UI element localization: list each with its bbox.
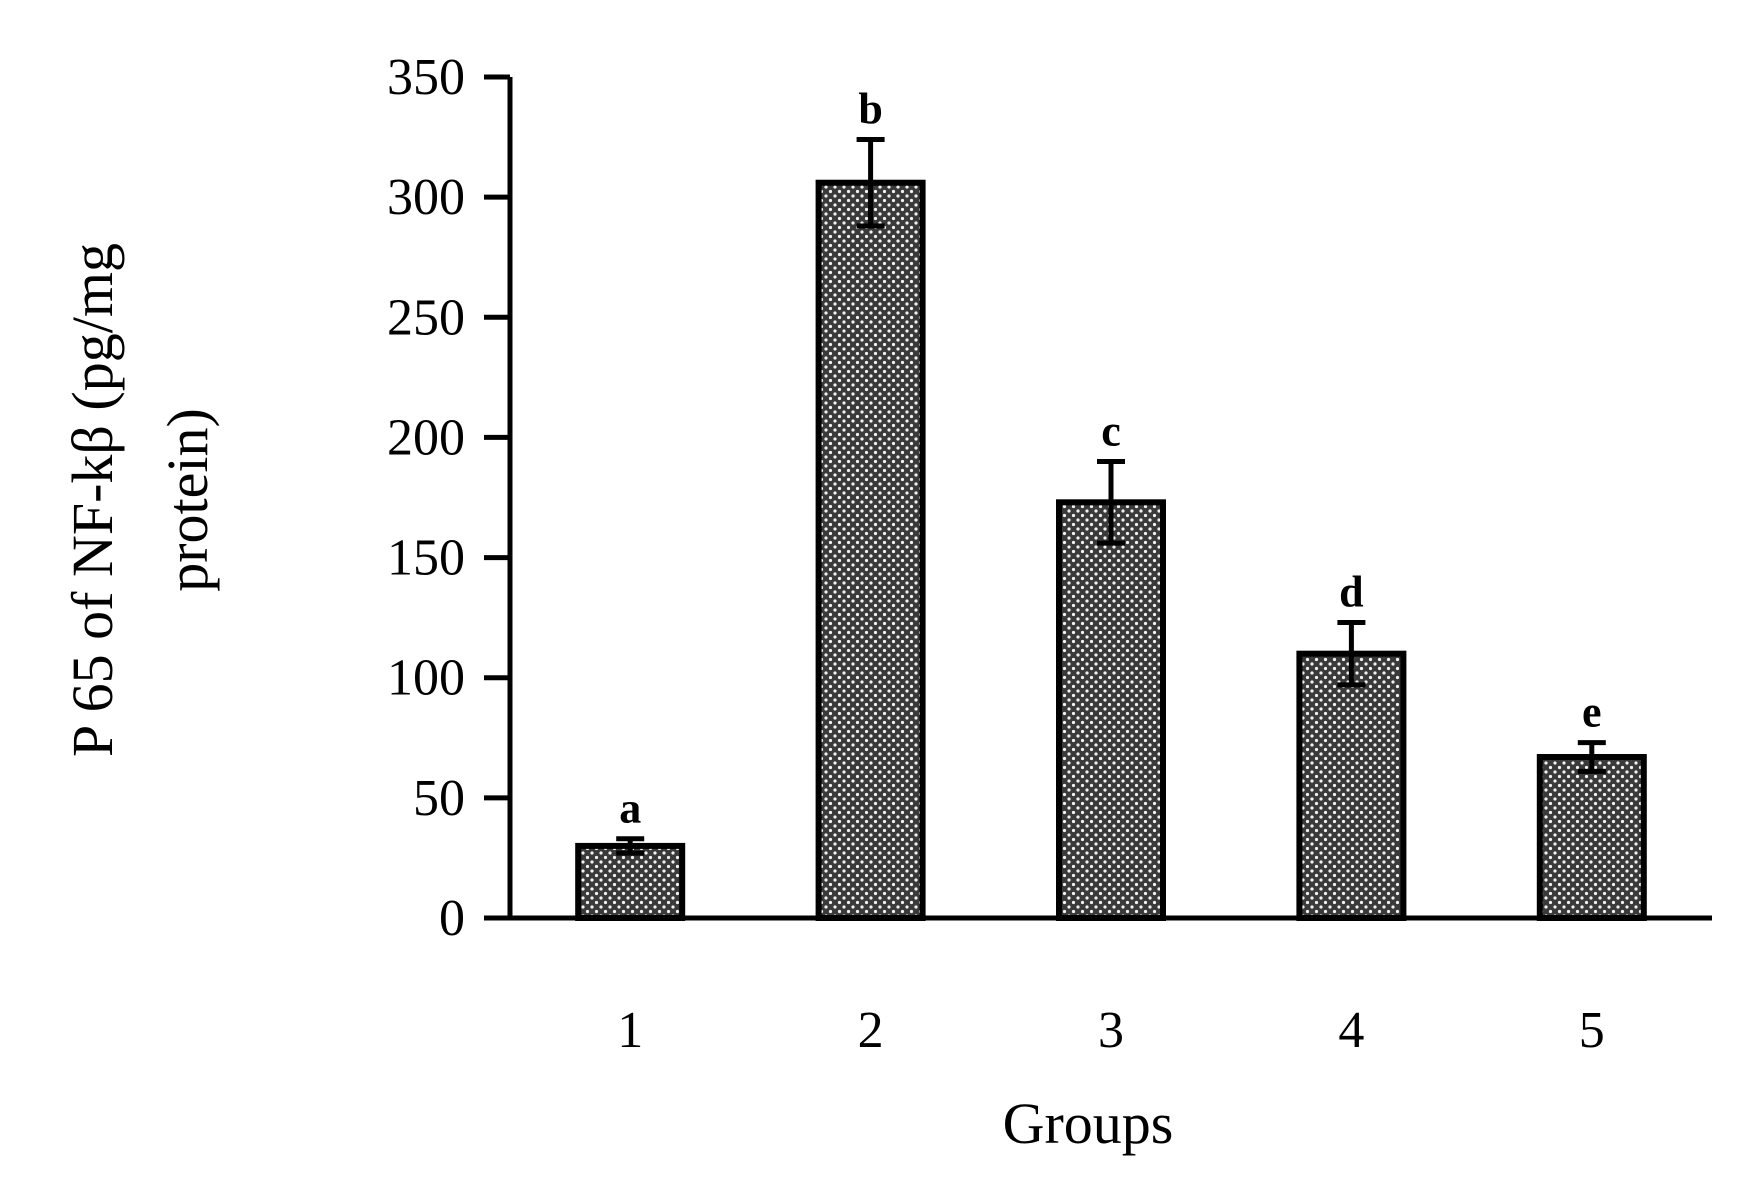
y-tick-label: 150 <box>387 530 465 587</box>
significance-label-1: a <box>619 784 641 833</box>
x-tick-label: 2 <box>858 1002 884 1059</box>
bar-group-4 <box>1296 650 1407 922</box>
x-tick-label: 5 <box>1579 1002 1605 1059</box>
significance-label-2: b <box>858 84 882 133</box>
bar-group-2 <box>815 179 926 921</box>
significance-label-5: e <box>1582 688 1602 737</box>
x-axis-title: Groups <box>1003 1091 1174 1156</box>
y-tick-label: 200 <box>387 409 465 466</box>
significance-label-4: d <box>1339 567 1363 616</box>
x-tick-label: 4 <box>1338 1002 1364 1059</box>
y-axis-title-line-1: P 65 of NF-kβ (pg/mg <box>60 243 125 757</box>
y-tick-label: 0 <box>439 890 465 947</box>
y-tick-label: 250 <box>387 289 465 346</box>
x-tick-label: 1 <box>617 1002 643 1059</box>
y-tick-label: 100 <box>387 650 465 707</box>
bar-group-5 <box>1536 754 1647 921</box>
significance-label-3: c <box>1101 406 1121 455</box>
y-tick-label: 350 <box>387 49 465 106</box>
y-tick-label: 50 <box>413 770 465 827</box>
y-tick-label: 300 <box>387 169 465 226</box>
bar-group-3 <box>1056 499 1166 921</box>
y-axis-title-line-2: protein) <box>155 408 220 592</box>
x-tick-label: 3 <box>1098 1002 1124 1059</box>
bar-group-1 <box>575 842 686 922</box>
